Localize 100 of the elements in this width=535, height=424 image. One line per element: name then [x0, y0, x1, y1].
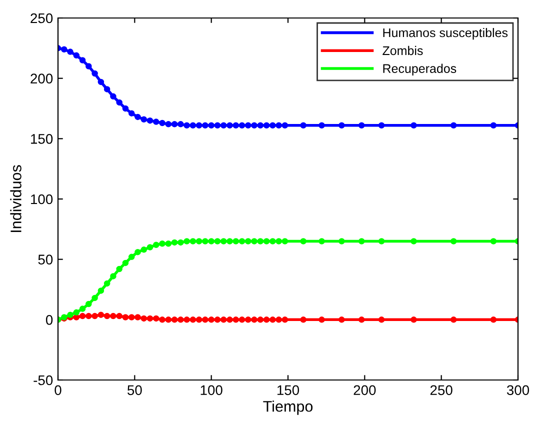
point — [358, 238, 365, 244]
point — [171, 239, 178, 246]
point — [122, 260, 129, 266]
y-tick-label: 150 — [31, 134, 53, 144]
x-tick-label: 250 — [430, 385, 452, 396]
point — [128, 314, 135, 320]
point — [251, 238, 258, 244]
point — [92, 312, 98, 320]
point — [410, 238, 417, 244]
point — [165, 121, 172, 128]
point — [238, 316, 246, 323]
legend-label: Zombis — [382, 46, 423, 56]
point — [300, 316, 306, 323]
point — [86, 312, 92, 320]
x-tick-label: 100 — [200, 385, 222, 396]
point — [450, 316, 457, 323]
point — [450, 238, 457, 244]
point — [146, 117, 154, 124]
point — [232, 316, 239, 323]
point — [153, 118, 160, 125]
point — [79, 306, 86, 312]
y-tick-label: 200 — [30, 74, 53, 84]
point — [257, 238, 264, 244]
point — [202, 238, 208, 244]
point — [146, 244, 154, 250]
point — [184, 238, 190, 244]
point — [318, 122, 325, 129]
point — [104, 280, 110, 287]
point — [73, 52, 80, 59]
point — [86, 63, 92, 70]
point — [104, 86, 110, 92]
y-tick-label: -50 — [34, 375, 53, 386]
point — [282, 122, 288, 129]
line-series — [58, 238, 518, 323]
point — [165, 240, 172, 247]
point — [214, 238, 221, 244]
point — [220, 122, 227, 129]
point — [196, 238, 202, 244]
point — [140, 315, 147, 322]
x-tick-label: 150 — [277, 385, 300, 396]
x-tick-label: 200 — [354, 385, 376, 396]
point — [226, 238, 233, 244]
point — [220, 316, 227, 323]
point — [134, 114, 141, 120]
point — [245, 238, 252, 244]
point — [73, 309, 80, 316]
point — [263, 238, 270, 244]
point — [270, 316, 276, 323]
point — [300, 122, 306, 129]
point — [153, 315, 160, 322]
point — [263, 316, 270, 323]
point — [490, 122, 497, 129]
point — [214, 122, 221, 129]
point — [92, 70, 98, 77]
point — [276, 122, 282, 129]
point — [67, 312, 74, 318]
point — [128, 254, 135, 260]
point — [110, 93, 116, 100]
point — [338, 122, 345, 129]
point — [270, 122, 276, 129]
point — [92, 294, 98, 302]
point — [153, 242, 160, 248]
point — [410, 122, 417, 129]
point — [276, 238, 282, 244]
point — [263, 122, 270, 129]
point — [159, 316, 166, 323]
point — [98, 312, 104, 318]
point — [282, 316, 288, 323]
point — [116, 99, 122, 106]
point — [358, 122, 365, 129]
point — [165, 316, 172, 323]
point — [257, 316, 264, 323]
point — [196, 316, 202, 323]
point — [79, 57, 86, 64]
point — [73, 314, 80, 320]
y-tick-label: 50 — [38, 254, 53, 265]
y-tick-label: 100 — [31, 194, 53, 204]
point — [232, 122, 239, 129]
point — [226, 122, 233, 129]
point — [270, 238, 276, 244]
point — [67, 48, 74, 55]
point — [410, 316, 417, 323]
point — [232, 238, 239, 244]
point — [178, 316, 184, 323]
point — [104, 312, 110, 320]
point — [338, 316, 345, 323]
point — [116, 266, 122, 272]
point — [378, 316, 385, 323]
point — [208, 238, 214, 244]
point — [196, 122, 202, 129]
point — [178, 121, 184, 128]
point — [190, 316, 196, 323]
point — [146, 315, 154, 322]
point — [122, 314, 129, 320]
point — [208, 316, 214, 323]
x-tick-label: 0 — [54, 385, 62, 396]
point — [300, 238, 306, 244]
point — [140, 246, 147, 253]
legend-label: Recuperados — [383, 64, 456, 76]
point — [378, 238, 385, 244]
